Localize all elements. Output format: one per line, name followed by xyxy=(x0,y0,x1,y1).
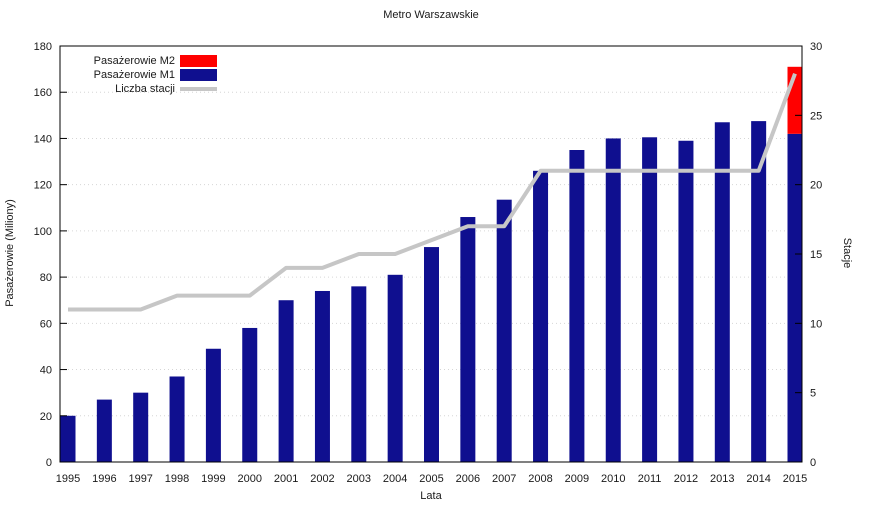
left-tick-label: 60 xyxy=(40,318,52,330)
year-tick-label: 2008 xyxy=(528,473,552,485)
bar-m1-2011 xyxy=(642,137,658,463)
year-tick-label: 2003 xyxy=(347,473,371,485)
legend: Pasażerowie M2 Pasażerowie M1 Liczba sta… xyxy=(80,54,217,96)
year-tick-label: 2005 xyxy=(419,473,443,485)
year-tick-label: 1998 xyxy=(165,473,189,485)
m2-color-swatch xyxy=(180,55,217,67)
bar-m1-2007 xyxy=(496,199,512,462)
left-tick-label: 120 xyxy=(34,180,52,192)
year-tick-label: 2007 xyxy=(492,473,516,485)
legend-label-m2: Pasażerowie M2 xyxy=(93,55,175,67)
right-tick-label: 5 xyxy=(810,388,816,400)
year-tick-label: 2001 xyxy=(274,473,298,485)
year-tick-label: 1999 xyxy=(201,473,225,485)
left-tick-label: 140 xyxy=(34,133,52,145)
year-tick-label: 2009 xyxy=(565,473,589,485)
right-tick-label: 10 xyxy=(810,318,822,330)
left-axis-label: Pasażerowie (Miliony) xyxy=(4,199,16,307)
bar-m1-2006 xyxy=(460,217,476,462)
right-tick-label: 25 xyxy=(810,110,822,122)
chart-title: Metro Warszawskie xyxy=(383,9,479,21)
year-tick-label: 2011 xyxy=(638,473,662,485)
stations-line-swatch xyxy=(180,87,217,91)
bar-m1-1997 xyxy=(133,392,149,462)
right-tick-label: 20 xyxy=(810,180,822,192)
bar-m1-2001 xyxy=(278,300,294,462)
year-tick-label: 2010 xyxy=(601,473,625,485)
bar-m1-2015 xyxy=(787,133,803,463)
bar-m1-2004 xyxy=(387,274,403,462)
left-tick-label: 0 xyxy=(46,457,52,469)
bar-m1-1998 xyxy=(169,376,185,462)
year-tick-label: 2013 xyxy=(710,473,734,485)
legend-label-stations: Liczba stacji xyxy=(115,83,175,95)
right-axis-label: Stacje xyxy=(841,237,853,269)
year-tick-label: 2015 xyxy=(783,473,807,485)
bar-m1-1996 xyxy=(96,399,112,462)
year-tick-label: 2004 xyxy=(383,473,407,485)
left-tick-label: 20 xyxy=(40,411,52,423)
right-tick-label: 0 xyxy=(810,457,816,469)
year-tick-label: 2014 xyxy=(746,473,770,485)
right-tick-label: 30 xyxy=(810,41,822,53)
bar-m1-2009 xyxy=(569,150,585,462)
stations-line xyxy=(68,73,797,312)
legend-item-m1: Pasażerowie M1 xyxy=(80,68,217,82)
bar-m1-2013 xyxy=(714,122,730,463)
year-tick-label: 2006 xyxy=(456,473,480,485)
bar-m1-2014 xyxy=(751,121,767,462)
bar-m1-2002 xyxy=(314,290,330,462)
bar-m1-1999 xyxy=(205,348,221,462)
bar-m1-2005 xyxy=(424,247,439,462)
legend-label-m1: Pasażerowie M1 xyxy=(93,69,175,81)
left-tick-label: 40 xyxy=(40,365,52,377)
right-tick-label: 15 xyxy=(810,249,822,261)
legend-item-stations: Liczba stacji xyxy=(80,82,217,96)
bar-m1-2008 xyxy=(533,170,549,463)
bar-m1-2000 xyxy=(242,327,258,462)
x-axis-label: Lata xyxy=(420,490,442,502)
year-tick-label: 2002 xyxy=(310,473,334,485)
left-tick-label: 100 xyxy=(34,226,52,238)
left-tick-label: 180 xyxy=(34,41,52,53)
bar-m1-1995 xyxy=(60,415,76,462)
year-tick-label: 1997 xyxy=(128,473,152,485)
year-tick-label: 2000 xyxy=(238,473,262,485)
year-tick-label: 1996 xyxy=(92,473,116,485)
left-tick-label: 80 xyxy=(40,272,52,284)
year-tick-label: 2012 xyxy=(674,473,698,485)
legend-item-m2: Pasażerowie M2 xyxy=(80,54,217,68)
bar-m1-2012 xyxy=(678,140,694,462)
bar-m1-2010 xyxy=(605,138,621,462)
year-tick-label: 1995 xyxy=(56,473,80,485)
left-tick-label: 160 xyxy=(34,87,52,99)
m1-color-swatch xyxy=(180,69,217,81)
bar-m1-2003 xyxy=(351,286,367,462)
